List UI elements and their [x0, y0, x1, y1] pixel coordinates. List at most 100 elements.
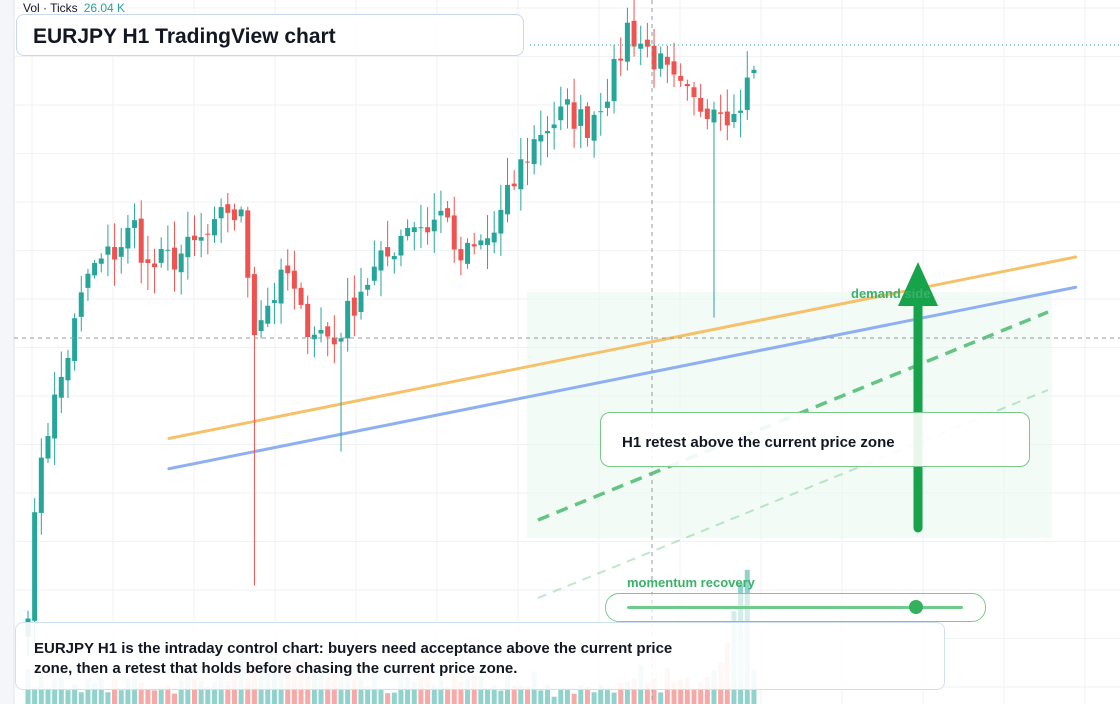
volume-bar: [478, 676, 484, 704]
candle-body: [624, 22, 630, 62]
momentum-slider-thumb[interactable]: [908, 600, 923, 614]
volume-bar: [598, 685, 604, 704]
blue-trendline: [167, 285, 1078, 471]
left-axis-strip: [0, 0, 14, 704]
candle-body: [305, 303, 311, 338]
momentum-track[interactable]: [627, 606, 963, 609]
candle-body: [231, 209, 237, 221]
candle-body: [178, 253, 184, 273]
candle-body: [544, 131, 550, 134]
candle-body: [691, 87, 697, 98]
candle-body: [518, 159, 524, 190]
candle-body: [425, 227, 431, 233]
volume-bar: [78, 692, 84, 704]
candle-body: [578, 109, 584, 126]
volume-bar: [172, 693, 178, 704]
volume-bar: [544, 684, 550, 704]
candle-body: [478, 240, 484, 246]
candle-body: [245, 210, 251, 278]
candle-body: [331, 337, 337, 345]
candle-body: [112, 247, 118, 260]
volume-bar: [65, 690, 71, 704]
candle-body: [505, 184, 511, 215]
volume-bar: [591, 692, 597, 704]
candle-body: [445, 208, 451, 218]
candle-body: [238, 209, 244, 217]
candle-body: [92, 262, 98, 276]
candle-body: [72, 318, 78, 361]
candle-body: [38, 457, 44, 513]
volume-bar: [38, 677, 44, 704]
candle-body: [511, 183, 517, 187]
volume-bar: [458, 681, 464, 704]
volume-bar: [192, 678, 197, 704]
chart-title-box: EURJPY H1 TradingView chart: [16, 14, 524, 56]
candle-body: [498, 209, 504, 234]
volume-label: Vol · Ticks: [23, 1, 78, 15]
candle-body: [225, 204, 231, 213]
candle-body: [138, 218, 144, 263]
volume-bar: [52, 679, 58, 704]
candle-body: [671, 61, 677, 75]
candle-body: [152, 263, 158, 268]
volume-bar: [98, 678, 104, 704]
candle-body: [405, 227, 411, 237]
volume-bar: [32, 687, 38, 704]
volume-bar: [485, 689, 491, 704]
candle-body: [431, 219, 437, 232]
candle-body: [132, 220, 138, 228]
candle-body: [78, 292, 84, 317]
candle-body: [311, 334, 317, 340]
candle-body: [398, 235, 404, 256]
candle-body: [584, 106, 590, 138]
candle-body: [325, 326, 331, 337]
volume-bar: [92, 682, 98, 704]
volume-bar: [245, 678, 251, 704]
candle-body: [684, 83, 690, 87]
candle-body: [251, 274, 257, 336]
volume-bar: [658, 692, 664, 704]
volume-bar: [72, 684, 78, 704]
candle-body: [724, 111, 730, 126]
volume-bar: [558, 688, 564, 704]
candle-body: [738, 110, 744, 113]
candle-body: [158, 248, 164, 263]
candle-body: [198, 237, 204, 241]
chart-title: EURJPY H1 TradingView chart: [33, 25, 336, 48]
retest-callout[interactable]: H1 retest above the current price zone: [600, 412, 1030, 467]
volume-bar: [198, 680, 204, 704]
upward-arrow-icon: [898, 262, 938, 306]
candle-body: [205, 233, 211, 235]
candle-body: [651, 45, 657, 70]
candle-body: [218, 207, 224, 219]
candle-body: [365, 284, 371, 290]
volume-bar: [525, 687, 530, 704]
candle-body: [345, 300, 351, 339]
volume-bar: [631, 679, 637, 704]
candle-body: [718, 112, 724, 114]
candle-body: [678, 75, 684, 81]
candle-body: [165, 249, 171, 251]
volume-bar: [671, 682, 677, 704]
candle-body: [418, 227, 424, 229]
volume-bar: [684, 677, 690, 704]
volume-bar: [438, 678, 444, 704]
volume-bar: [518, 685, 524, 704]
candle-body: [538, 134, 544, 142]
volume-bar: [325, 678, 331, 704]
candle-body: [105, 246, 111, 255]
candle-body: [485, 238, 491, 245]
volume-bar: [225, 680, 231, 704]
candle-body: [85, 273, 91, 288]
candle-body: [65, 357, 71, 381]
candle-body: [604, 101, 610, 108]
candle-body: [438, 210, 444, 216]
candle-body: [45, 436, 51, 459]
momentum-slider[interactable]: [605, 593, 986, 622]
candle-body: [172, 247, 178, 270]
volume-bar: [152, 690, 158, 704]
volume-bar: [678, 680, 684, 704]
candle-body: [644, 39, 650, 47]
volume-bar: [158, 687, 164, 704]
